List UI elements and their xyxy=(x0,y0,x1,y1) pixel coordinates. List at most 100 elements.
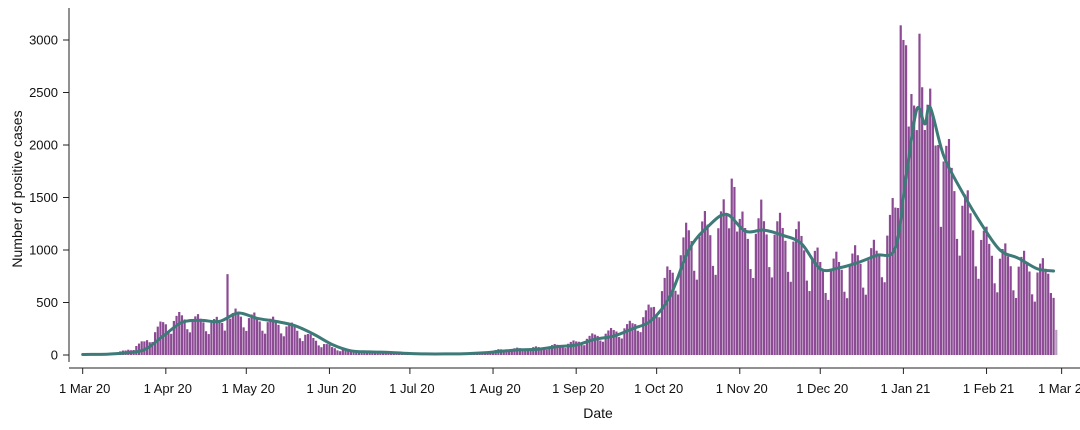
daily-bar xyxy=(754,233,757,355)
daily-bar xyxy=(797,221,800,355)
daily-bar xyxy=(773,234,776,355)
daily-bar xyxy=(998,258,1002,355)
x-axis-title: Date xyxy=(583,405,613,421)
daily-bar xyxy=(333,348,336,355)
daily-bar xyxy=(599,340,602,355)
daily-bar xyxy=(980,239,983,355)
daily-bar xyxy=(1031,294,1034,355)
daily-bar xyxy=(140,341,143,355)
daily-bar xyxy=(349,350,352,355)
daily-bar xyxy=(1020,256,1023,355)
daily-bar xyxy=(888,214,892,355)
daily-bar xyxy=(213,319,216,355)
daily-bar xyxy=(644,310,648,355)
daily-bar xyxy=(199,318,202,355)
daily-bar xyxy=(848,265,851,355)
daily-bar xyxy=(524,350,527,355)
daily-bar xyxy=(685,222,688,355)
daily-bar xyxy=(658,317,661,355)
daily-bar xyxy=(229,318,232,355)
daily-bar xyxy=(746,238,749,355)
daily-bar xyxy=(518,348,521,355)
daily-bar xyxy=(939,226,943,355)
daily-bar xyxy=(921,87,924,355)
daily-bar xyxy=(309,334,312,355)
daily-bar xyxy=(253,312,256,355)
daily-bar xyxy=(969,213,972,355)
daily-bar xyxy=(312,337,315,355)
daily-bar xyxy=(945,145,948,355)
daily-bar xyxy=(148,342,151,355)
daily-bar xyxy=(770,277,774,355)
x-tick-label: 1 Mar 20 xyxy=(59,381,110,396)
daily-bar xyxy=(840,269,843,355)
daily-bar xyxy=(985,226,988,355)
daily-bar xyxy=(727,228,731,355)
daily-bar xyxy=(288,323,291,355)
daily-bar xyxy=(816,247,819,355)
daily-bar xyxy=(741,211,744,355)
daily-bar xyxy=(899,25,902,356)
daily-bar xyxy=(719,211,723,355)
daily-bar xyxy=(824,293,827,355)
daily-bar xyxy=(588,335,591,355)
daily-bar xyxy=(207,334,210,355)
daily-bar xyxy=(781,227,784,355)
daily-bar xyxy=(736,231,739,355)
daily-bar xyxy=(537,347,540,355)
daily-bar xyxy=(800,235,803,355)
x-tick-label: 1 May 20 xyxy=(222,381,275,396)
daily-bar xyxy=(607,330,610,355)
daily-bar xyxy=(612,330,615,355)
y-tick-label: 2000 xyxy=(29,138,58,153)
daily-bar xyxy=(583,345,586,355)
daily-bar xyxy=(714,274,717,355)
daily-bar xyxy=(392,353,395,355)
daily-bar xyxy=(293,326,296,355)
daily-bar xyxy=(706,224,709,355)
daily-bar xyxy=(982,230,985,355)
x-tick-label: 1 Apr 20 xyxy=(144,381,192,396)
daily-bar xyxy=(950,167,953,355)
daily-bar xyxy=(242,327,245,355)
daily-bar xyxy=(977,278,980,355)
x-tick-label: 1 Aug 20 xyxy=(469,381,520,396)
daily-bar xyxy=(856,255,859,355)
daily-bar xyxy=(164,324,167,355)
daily-bar xyxy=(626,324,629,355)
daily-bar xyxy=(730,178,733,355)
daily-bar xyxy=(258,321,261,355)
daily-bar xyxy=(601,341,605,355)
daily-bar xyxy=(231,313,234,355)
daily-bar xyxy=(540,347,543,355)
daily-bar xyxy=(304,334,307,355)
daily-bar xyxy=(636,330,639,355)
daily-bar xyxy=(768,267,771,355)
daily-bar xyxy=(929,88,932,355)
daily-bar xyxy=(328,344,331,355)
daily-bar xyxy=(564,348,567,355)
daily-bar xyxy=(993,283,996,355)
daily-bar xyxy=(357,352,361,355)
daily-bar xyxy=(752,278,755,355)
daily-bar xyxy=(878,254,881,355)
daily-bar xyxy=(835,251,838,355)
daily-bar xyxy=(744,227,747,355)
daily-bar xyxy=(1044,268,1047,355)
x-tick-label: 1 Feb 21 xyxy=(963,381,1014,396)
daily-bar xyxy=(674,290,677,355)
daily-bar xyxy=(703,211,707,355)
daily-bar xyxy=(963,194,967,355)
daily-bar xyxy=(837,262,841,355)
daily-bar xyxy=(556,344,559,355)
daily-bar xyxy=(711,265,715,355)
daily-bar xyxy=(301,341,304,355)
daily-bar xyxy=(690,241,693,355)
daily-bar xyxy=(620,338,623,355)
daily-bar xyxy=(269,318,272,355)
daily-bar xyxy=(325,344,328,355)
daily-bar xyxy=(1004,243,1007,355)
daily-bar xyxy=(813,250,816,355)
daily-bar xyxy=(317,345,320,355)
daily-bar xyxy=(347,349,350,355)
